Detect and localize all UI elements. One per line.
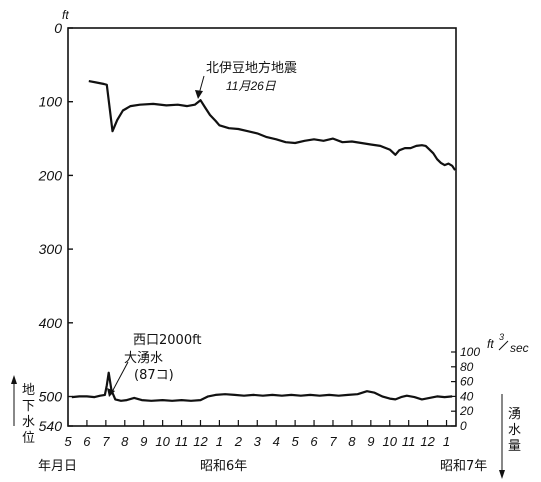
x-tick-label: 7 <box>102 434 110 449</box>
x-label-showa-7: 昭和7年 <box>440 459 487 474</box>
x-tick-label: 11 <box>402 434 416 449</box>
right-tick-label: 0 <box>460 419 467 433</box>
x-tick-label: 7 <box>329 434 337 449</box>
annotation-earthquake-date: 11月26日 <box>226 79 277 93</box>
left-axis-label-char-3: 水 <box>22 415 35 430</box>
x-tick-label: 4 <box>273 434 280 449</box>
x-tick-label: 5 <box>292 434 300 449</box>
right-tick-label: 20 <box>459 404 474 418</box>
annotation-west-subtitle: 大湧水 <box>124 350 163 366</box>
right-axis-unit-sub: sec <box>510 341 529 355</box>
left-axis-ticks: 0 100 200 300 400 500 540 <box>38 20 73 434</box>
annotation-west-arrow-head-icon <box>107 388 115 397</box>
right-axis-label-char-2: 水 <box>508 423 521 438</box>
x-tick-label: 12 <box>420 434 435 449</box>
left-tick-label: 500 <box>39 389 63 405</box>
x-tick-label: 1 <box>443 434 450 449</box>
left-axis-label-char-1: 地 <box>22 383 35 398</box>
left-tick-label: 200 <box>38 167 63 183</box>
x-tick-label: 1 <box>216 434 223 449</box>
right-axis-unit-sup: 3 <box>499 332 504 342</box>
x-tick-label: 12 <box>193 434 208 449</box>
right-tick-label: 80 <box>460 360 474 374</box>
right-tick-label: 40 <box>460 389 474 403</box>
annotation-earthquake-arrow-head-icon <box>195 90 203 99</box>
plot-frame <box>67 27 457 427</box>
unit-slash <box>498 340 509 351</box>
left-tick-label: 0 <box>54 20 62 36</box>
x-tick-label: 8 <box>348 434 356 449</box>
annotation-earthquake-title: 北伊豆地方地震 <box>206 60 297 76</box>
x-label-showa-6: 昭和6年 <box>200 459 247 474</box>
x-label-date: 年月日 <box>38 459 77 474</box>
x-tick-label: 8 <box>121 434 129 449</box>
left-axis-label-char-2: 下 <box>22 399 35 414</box>
right-axis-label-char-3: 量 <box>508 439 521 454</box>
x-tick-label: 9 <box>367 434 374 449</box>
x-tick-label: 10 <box>383 434 398 449</box>
x-tick-label: 3 <box>254 434 262 449</box>
x-tick-label: 2 <box>234 434 243 449</box>
x-tick-label: 9 <box>140 434 147 449</box>
right-tick-label: 60 <box>460 375 474 389</box>
x-tick-label: 6 <box>310 434 318 449</box>
x-tick-label: 5 <box>64 434 72 449</box>
x-tick-label: 6 <box>83 434 91 449</box>
spring-flow-line <box>71 371 453 402</box>
left-tick-label: 540 <box>39 418 63 434</box>
x-tick-label: 11 <box>175 434 189 449</box>
annotation-west-count: (87コ) <box>134 368 174 383</box>
left-tick-label: 100 <box>39 94 63 110</box>
right-axis-unit: ft <box>487 337 494 351</box>
x-axis-ticks: 5 6 7 8 9 10 11 12 1 2 3 4 5 6 7 8 9 10 11 12 1 <box>64 420 450 449</box>
right-axis-label-char-1: 湧 <box>508 406 521 422</box>
left-axis-label-char-4: 位 <box>22 431 35 446</box>
right-axis-arrow-head-icon <box>499 470 505 479</box>
right-tick-label: 100 <box>460 345 480 359</box>
left-axis-unit: ft <box>62 8 69 22</box>
left-axis-arrow-head-icon <box>11 375 17 384</box>
groundwater-level-line <box>88 80 457 171</box>
annotation-west-title: 西口2000ft <box>133 333 202 348</box>
annotation-west-arrow <box>111 361 129 393</box>
x-tick-label: 10 <box>155 434 170 449</box>
left-tick-label: 300 <box>39 241 63 257</box>
left-tick-label: 400 <box>39 315 63 331</box>
